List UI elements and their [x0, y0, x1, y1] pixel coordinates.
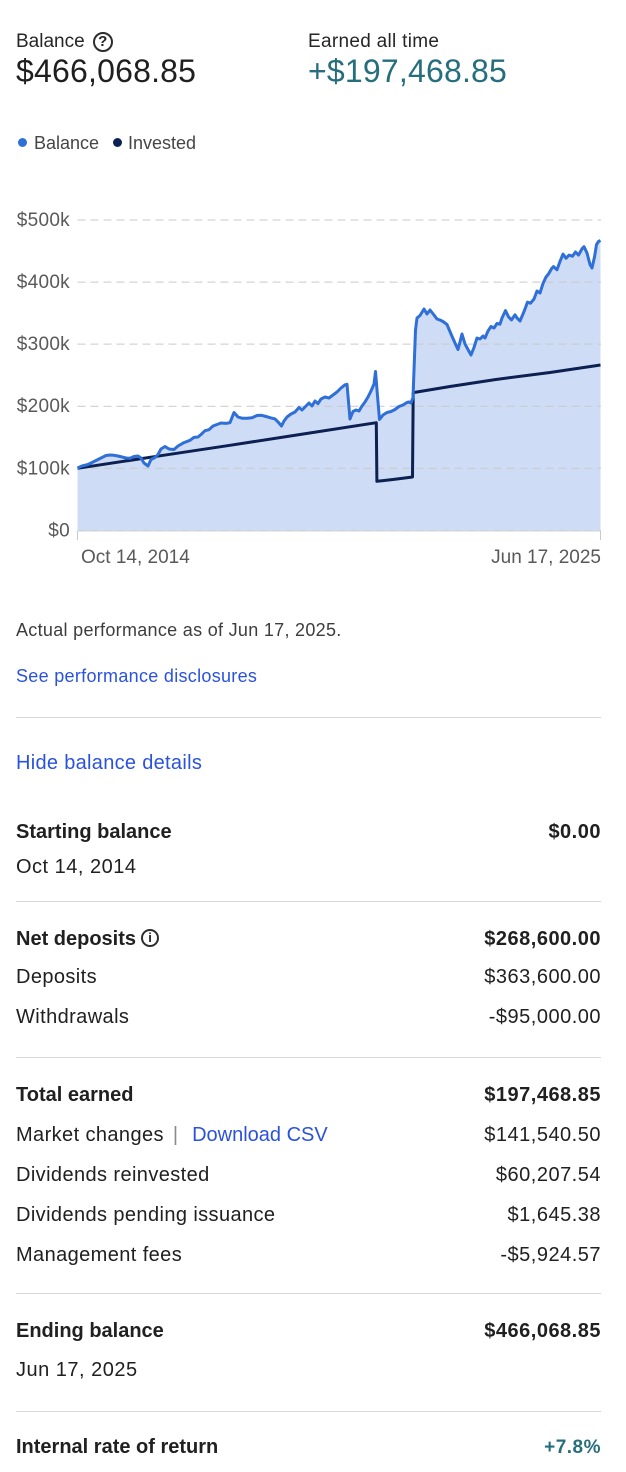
- svg-text:$300k: $300k: [17, 334, 70, 355]
- svg-text:$500k: $500k: [17, 210, 70, 231]
- svg-text:$400k: $400k: [17, 272, 70, 293]
- svg-text:$200k: $200k: [17, 396, 70, 417]
- svg-text:$100k: $100k: [17, 458, 70, 479]
- svg-text:Jun 17, 2025: Jun 17, 2025: [491, 547, 601, 568]
- svg-text:Oct 14, 2014: Oct 14, 2014: [81, 547, 190, 568]
- svg-text:$0: $0: [48, 521, 70, 542]
